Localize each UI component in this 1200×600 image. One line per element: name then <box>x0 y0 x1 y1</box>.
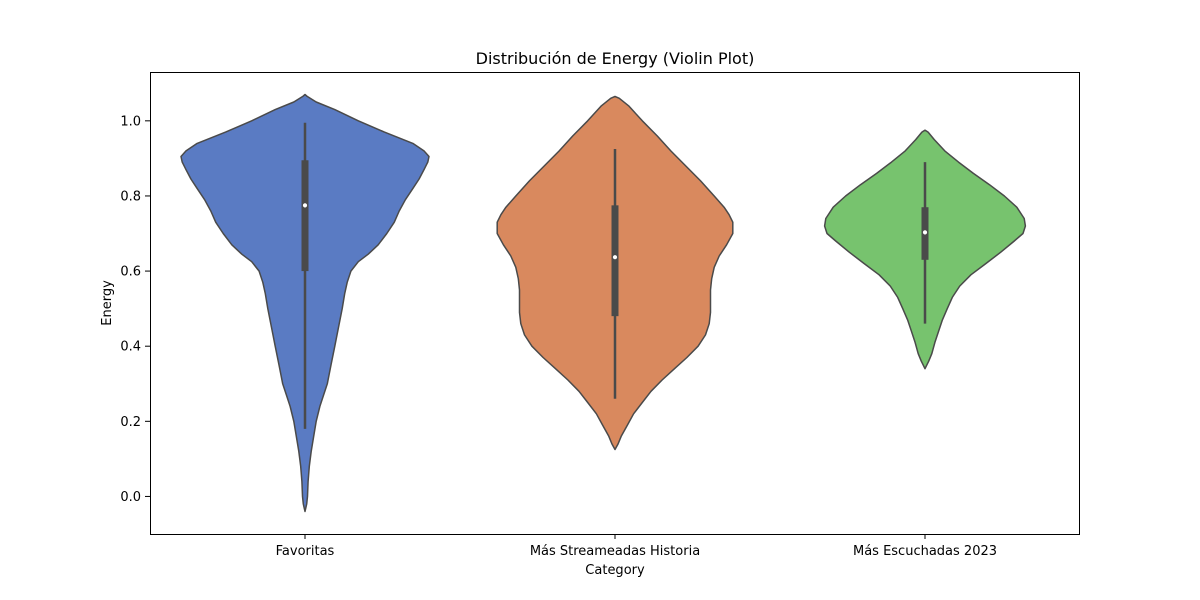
y-tick-label-2: 0.4 <box>120 340 141 355</box>
iqr-box-0 <box>301 160 309 272</box>
median-marker-0 <box>302 203 308 208</box>
x-tick-label-1: Más Streameadas Historia <box>530 544 700 559</box>
x-tick-label-0: Favoritas <box>276 544 335 559</box>
y-tick-label-5: 1.0 <box>120 114 141 129</box>
median-marker-1 <box>612 255 618 260</box>
y-tick-label-0: 0.0 <box>120 490 141 505</box>
plot-frame <box>150 72 1080 535</box>
y-tick-label-4: 0.8 <box>120 189 141 204</box>
iqr-box-1 <box>611 205 619 317</box>
median-marker-2 <box>922 230 928 235</box>
y-tick-label-1: 0.2 <box>120 415 141 430</box>
x-axis-label: Category <box>585 563 645 578</box>
boxplots-layer <box>301 122 929 429</box>
x-tick-label-2: Más Escuchadas 2023 <box>853 544 997 559</box>
y-axis: 0.0 0.2 0.4 0.6 0.8 1.0 <box>120 114 150 505</box>
y-axis-label: Energy <box>100 280 115 326</box>
y-tick-label-3: 0.6 <box>120 265 141 280</box>
x-axis: Favoritas Más Streameadas Historia Más Esc… <box>276 534 997 559</box>
chart-title: Distribución de Energy (Violin Plot) <box>476 49 755 68</box>
